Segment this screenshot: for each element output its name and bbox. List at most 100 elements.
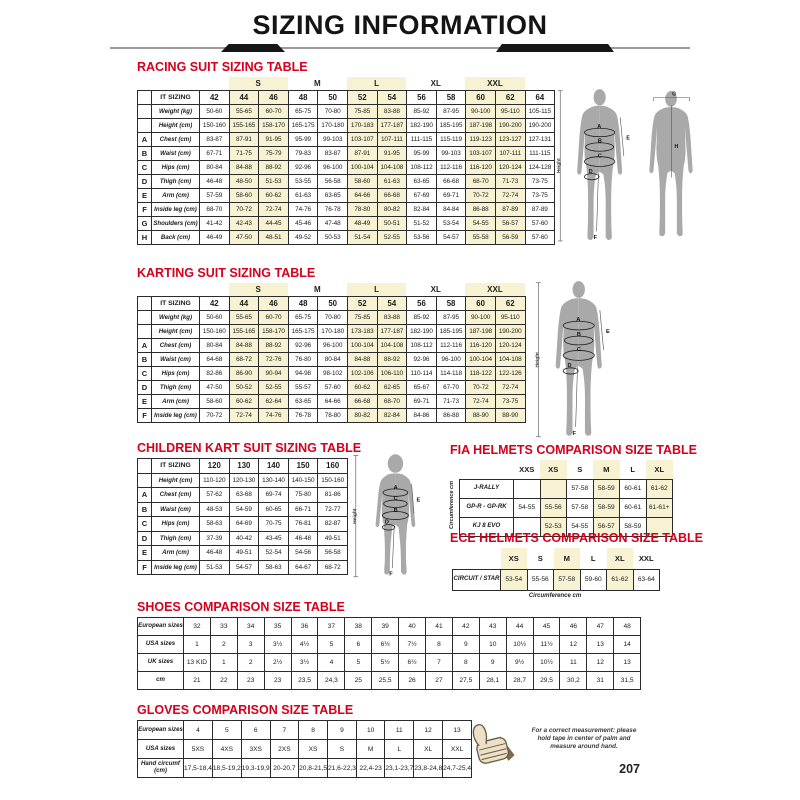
- measurement-label: Weight (kg): [151, 310, 200, 325]
- waist-measure-label: B: [577, 332, 581, 338]
- size-value-cell: 78-80: [317, 408, 348, 423]
- size-value-cell: 111-115: [524, 146, 556, 161]
- size-value-cell: 50-60: [199, 104, 230, 119]
- value-cell: 10: [355, 720, 386, 740]
- size-value-cell: 119-123: [465, 132, 496, 147]
- value-cell: 32: [183, 617, 211, 636]
- measurement-label: Inside leg (cm): [151, 202, 200, 217]
- comparison-grid: XXS XS S M L XL J-RALLY 57-58 58-59 60-61 61-62 GP-…: [459, 460, 673, 537]
- racing-suit-table-title: RACING SUIT SIZING TABLE: [137, 60, 308, 74]
- size-value-cell: 84-88: [228, 338, 260, 353]
- measurement-letter: [137, 310, 152, 325]
- size-value-cell: 49-52: [287, 230, 319, 245]
- size-value-cell: 49-51: [317, 530, 348, 546]
- size-value-cell: 57-62: [199, 487, 230, 503]
- size-value-cell: 67-69: [406, 188, 437, 203]
- value-cell: 1: [183, 635, 211, 654]
- size-value-cell: 187-198: [465, 118, 496, 133]
- karting-body-figure: Height A B C D E F: [534, 281, 610, 438]
- value-cell: 2XS: [269, 739, 300, 759]
- size-column-header: 54: [376, 90, 408, 105]
- value-cell: 1: [209, 653, 238, 672]
- value-cell: 19,3-19,9: [240, 758, 271, 778]
- size-value-cell: 80-82: [376, 202, 408, 217]
- size-value-cell: 120-124: [494, 160, 526, 175]
- measurement-label: Height (cm): [151, 472, 200, 488]
- size-value-cell: 103-107: [346, 132, 378, 147]
- size-value-cell: 75-79: [258, 146, 289, 161]
- size-value-cell: 51-53: [199, 559, 230, 575]
- size-value-cell: 92-96: [287, 338, 319, 353]
- size-value-cell: 72-74: [258, 202, 289, 217]
- size-value-cell: 82-87: [317, 516, 348, 532]
- size-value-cell: 87-95: [435, 104, 467, 119]
- size-value-cell: 45-46: [287, 216, 319, 231]
- size-value-cell: 170-180: [317, 118, 348, 133]
- size-column-header: 150: [287, 458, 319, 474]
- row-label: European sizes: [137, 617, 184, 636]
- size-value-cell: 100-104: [465, 352, 496, 367]
- row-label: European sizes: [137, 720, 184, 740]
- measurement-letter: B: [137, 146, 152, 161]
- value-cell: 5½: [371, 653, 400, 672]
- size-group-header: XL: [430, 285, 441, 294]
- value-cell: 30,2: [559, 671, 588, 690]
- thumbs-up-icon: [472, 724, 515, 764]
- size-value-cell: 55-65: [228, 310, 260, 325]
- size-value-cell: 155-165: [228, 324, 260, 339]
- size-value-cell: 123-127: [494, 132, 526, 147]
- height-dimension-label: Height: [534, 352, 540, 368]
- measurement-letter: [137, 104, 152, 119]
- gloves-table-title: GLOVES COMPARISON SIZE TABLE: [137, 703, 354, 717]
- value-cell: 61-61+: [645, 497, 673, 518]
- size-column-header: 42: [199, 296, 230, 311]
- value-cell: 40: [398, 617, 427, 636]
- size-value-cell: 72-76: [258, 352, 289, 367]
- size-value-cell: 56-59: [494, 230, 526, 245]
- measurement-letter: [137, 472, 152, 488]
- measurement-letter: C: [137, 366, 152, 381]
- comparison-grid: European sizes 4 5 6 7 8 9 10 11 12 13 USA sizes 5XS…: [137, 720, 472, 778]
- size-value-cell: 72-74: [494, 188, 526, 203]
- value-cell: 24,7-25,4: [442, 758, 472, 778]
- value-cell: 36: [290, 617, 319, 636]
- value-cell: 20-20,7: [269, 758, 300, 778]
- value-cell: 7: [425, 653, 453, 672]
- size-column-header: 130: [228, 458, 260, 474]
- waist-measure-label: B: [598, 139, 602, 145]
- measurement-label: Thigh (cm): [151, 380, 200, 395]
- size-value-cell: 70-72: [465, 380, 496, 395]
- size-column-header: M: [553, 548, 580, 569]
- size-value-cell: 85-92: [406, 310, 437, 325]
- chest-measure-label: A: [576, 317, 580, 323]
- size-value-cell: 37-39: [199, 530, 230, 546]
- value-cell: 38: [344, 617, 373, 636]
- size-group-header: XXL: [465, 283, 525, 296]
- size-value-cell: 96-100: [317, 160, 348, 175]
- size-value-cell: 87-95: [435, 310, 467, 325]
- value-cell: 8: [425, 635, 453, 654]
- ece-helmets-table-title: ECE HELMETS COMPARISON SIZE TABLE: [450, 531, 704, 545]
- size-value-cell: 99-103: [435, 146, 467, 161]
- size-value-cell: 100-104: [346, 338, 378, 353]
- size-value-cell: 165-175: [287, 324, 319, 339]
- size-value-cell: 150-160: [317, 472, 348, 488]
- size-value-cell: 53-56: [406, 230, 437, 245]
- size-value-cell: 60-62: [228, 394, 260, 409]
- circumference-caption: Circumference cm: [528, 592, 582, 599]
- size-value-cell: 57-60: [524, 230, 556, 245]
- size-column-header: XL: [606, 548, 633, 569]
- size-group-header: S: [228, 283, 288, 296]
- value-cell: 22: [209, 671, 238, 690]
- size-value-cell: 56-58: [317, 545, 348, 561]
- size-value-cell: 95-99: [287, 132, 319, 147]
- value-cell: 41: [425, 617, 453, 636]
- value-cell: 25,5: [371, 671, 400, 690]
- size-value-cell: 63-65: [287, 394, 319, 409]
- value-cell: 10½: [505, 635, 534, 654]
- size-column-header: M: [593, 460, 620, 479]
- size-value-cell: 60-70: [258, 104, 289, 119]
- size-column-header: 120: [199, 458, 230, 474]
- size-value-cell: 158-170: [258, 118, 289, 133]
- size-value-cell: 53-54: [435, 216, 467, 231]
